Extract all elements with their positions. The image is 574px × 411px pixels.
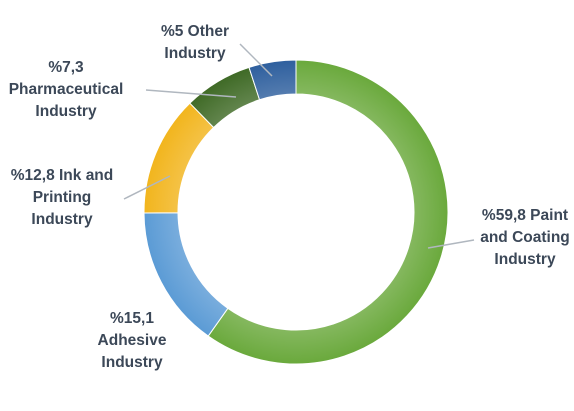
leader-line-4 [239,43,273,77]
slice-label-0: %59,8 Paint and Coating Industry [480,207,570,268]
slice-label-2-line-1: Printing [33,189,92,206]
slice-label-0-line-1: and Coating [480,229,570,246]
slice-label-3: %7,3 Pharmaceutical Industry [9,59,124,120]
slice-label-1-line-1: Adhesive [98,332,167,349]
slice-label-2-line-0: %12,8 Ink and [11,167,114,184]
slice-label-1-line-0: %15,1 [110,310,154,327]
slice-label-2: %12,8 Ink and Printing Industry [11,167,114,228]
slice-label-3-line-0: %7,3 [48,59,84,76]
leader-line-2 [123,175,171,200]
leader-line-0 [427,239,475,249]
slice-4 [248,59,297,101]
slice-label-4-line-1: Industry [164,45,226,62]
chart-slices [143,59,449,365]
slice-label-0-line-2: Industry [494,251,556,268]
slice-label-2-line-2: Industry [31,211,93,228]
slice-label-0-line-0: %59,8 Paint [482,207,568,224]
slice-label-1: %15,1 Adhesive Industry [98,310,167,371]
slice-2 [143,102,215,214]
slice-label-4-line-0: %5 Other [161,23,229,40]
slice-1 [143,212,229,337]
slice-0 [207,59,449,365]
chart-labels: %59,8 Paint and Coating Industry %15,1 Adhes… [9,23,570,371]
leader-line-3 [145,89,237,98]
slice-label-1-line-2: Industry [101,354,163,371]
slice-label-4: %5 Other Industry [161,23,229,62]
slice-label-3-line-2: Industry [35,103,97,120]
slice-label-3-line-1: Pharmaceutical [9,81,124,98]
chart-leader-lines [123,43,475,249]
